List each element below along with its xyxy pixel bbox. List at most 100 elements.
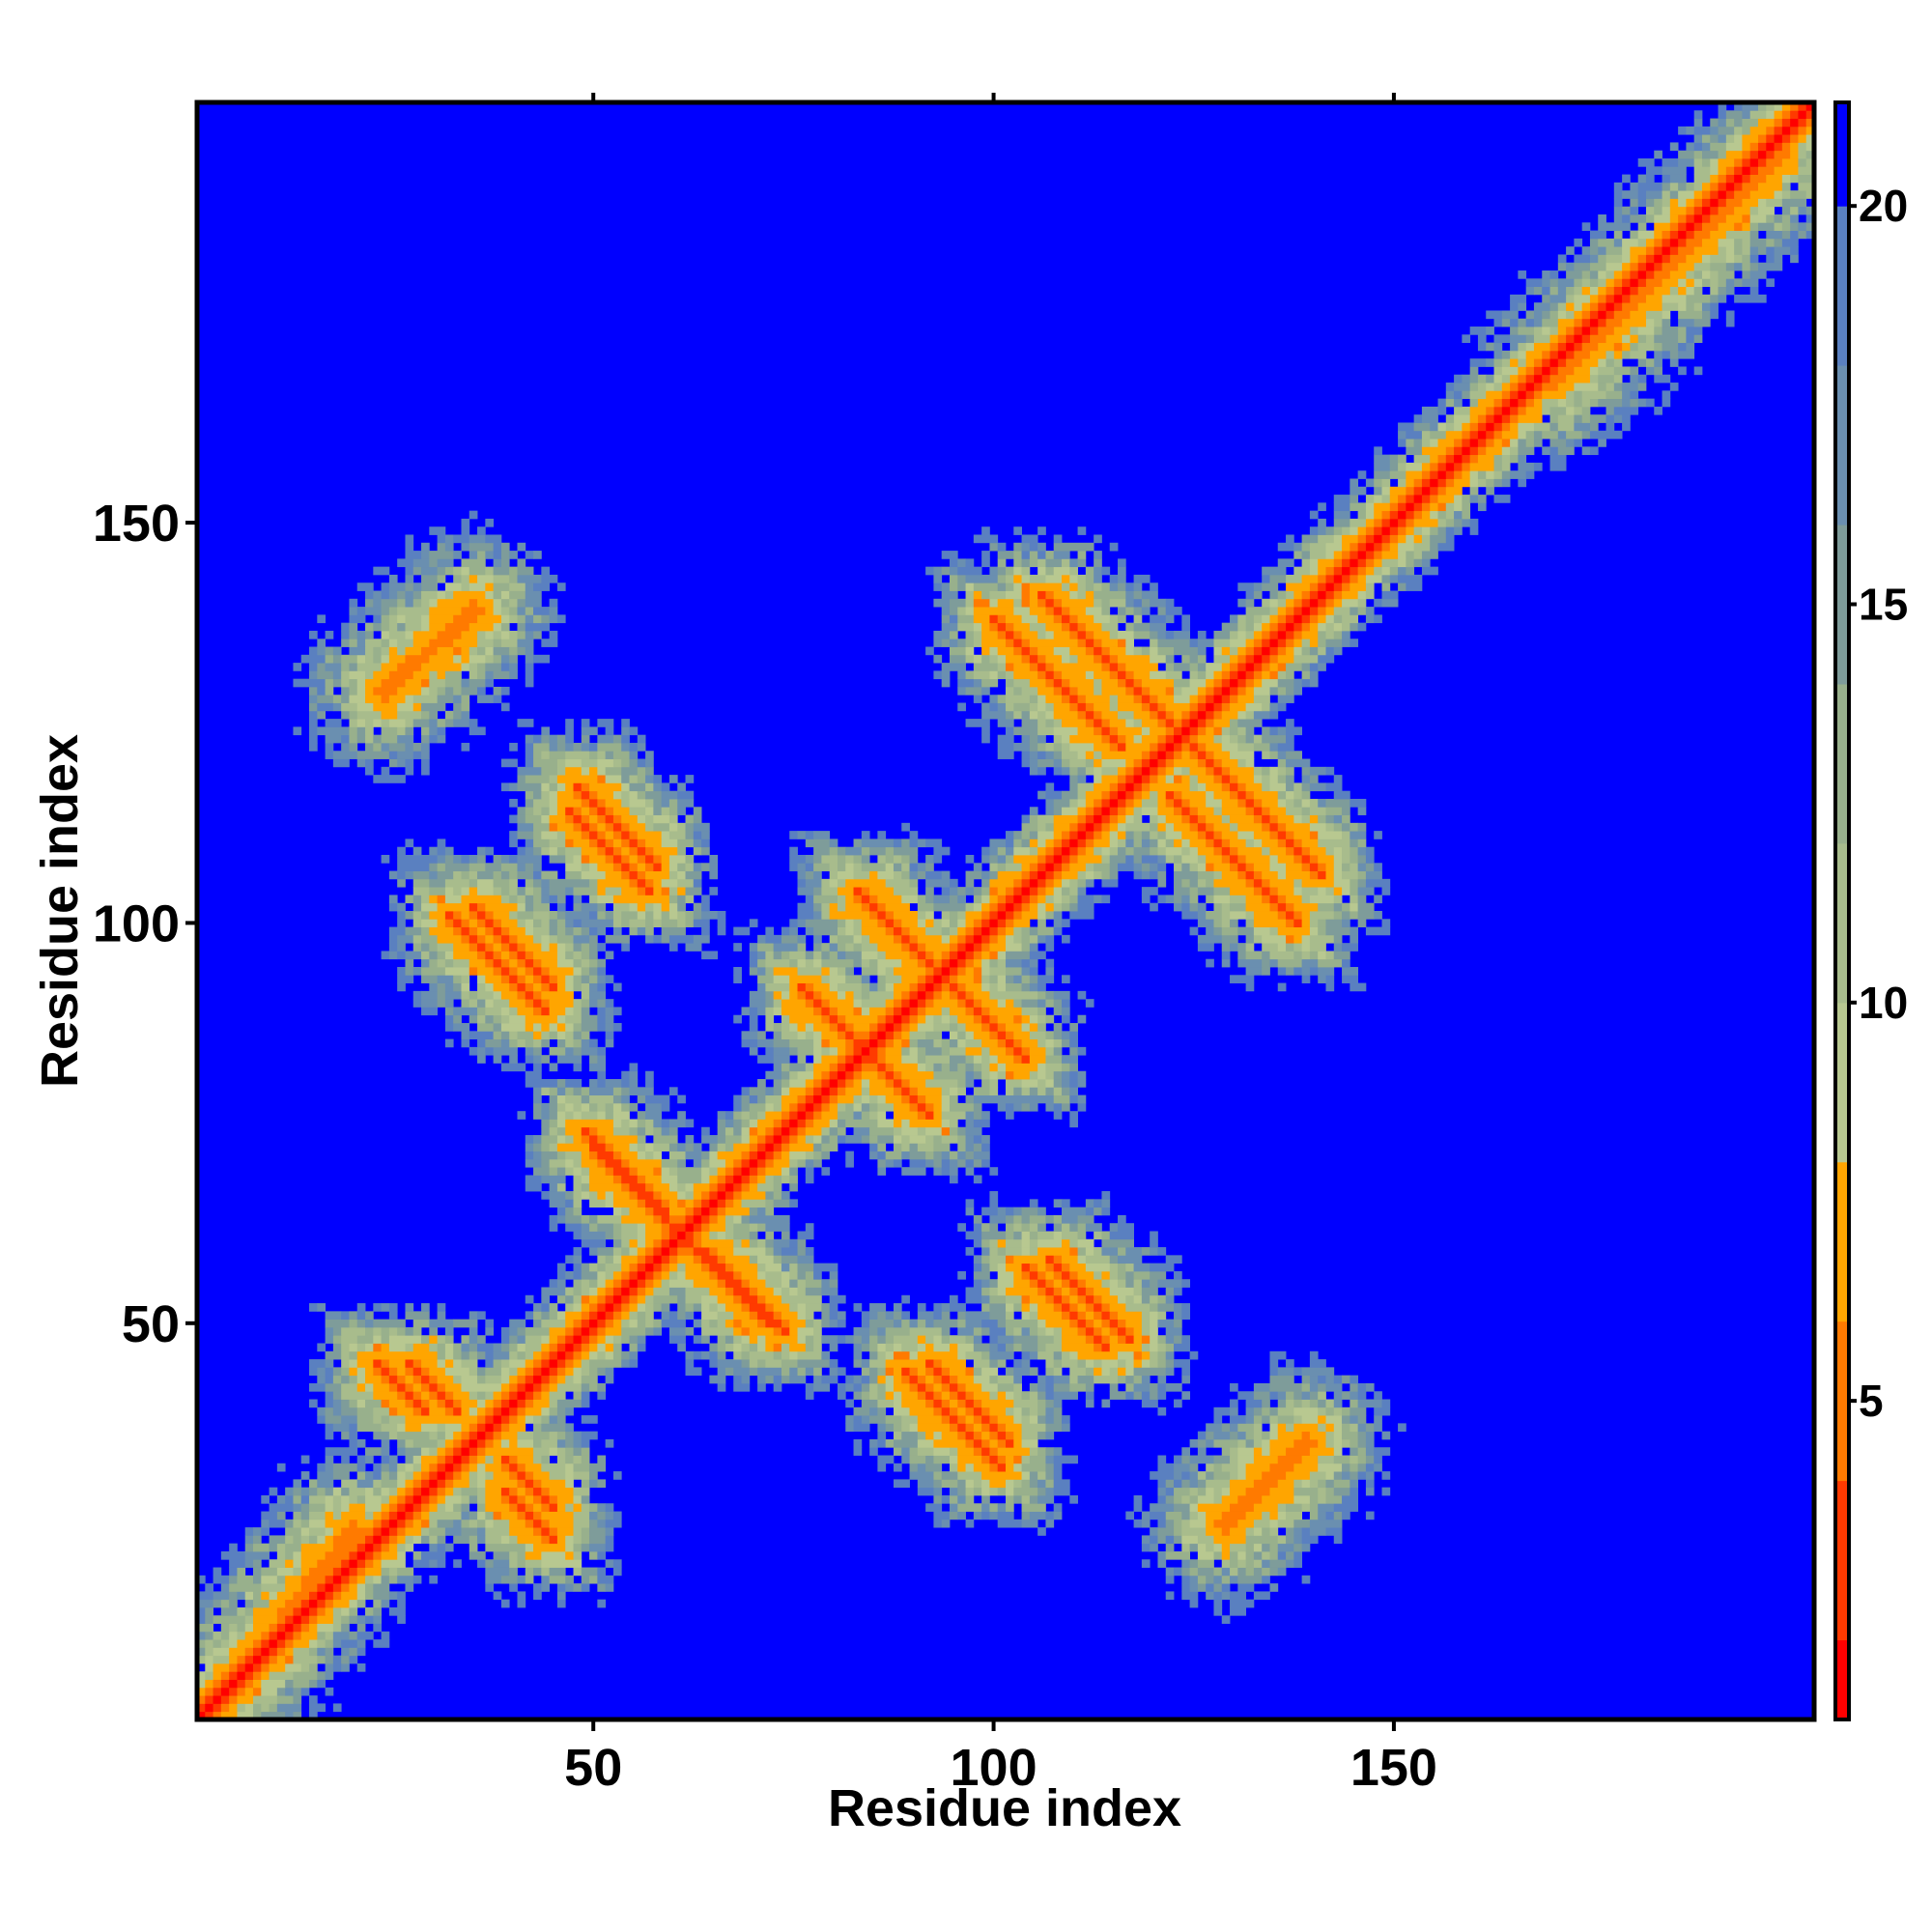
heatmap-cell bbox=[885, 1094, 902, 1104]
heatmap-cell bbox=[597, 1382, 607, 1392]
heatmap-cell bbox=[765, 1343, 775, 1352]
heatmap-cell bbox=[1133, 1359, 1143, 1368]
heatmap-cell bbox=[949, 1447, 958, 1456]
heatmap-cell bbox=[885, 1359, 926, 1368]
heatmap-cell bbox=[612, 1207, 622, 1216]
heatmap-cell bbox=[1053, 1415, 1063, 1424]
heatmap-cell bbox=[661, 1270, 670, 1280]
heatmap-cell bbox=[500, 1575, 518, 1584]
heatmap-cell bbox=[781, 1263, 790, 1272]
heatmap-cell bbox=[893, 1406, 910, 1416]
heatmap-cell bbox=[877, 1463, 887, 1472]
heatmap-cell bbox=[733, 1126, 742, 1136]
heatmap-cell bbox=[541, 1055, 551, 1064]
heatmap-cell bbox=[1069, 1294, 1078, 1304]
heatmap-cell bbox=[493, 926, 502, 936]
heatmap-cell bbox=[941, 1406, 951, 1416]
heatmap-cell bbox=[829, 863, 838, 871]
heatmap-cell bbox=[1006, 887, 1014, 895]
heatmap-cell bbox=[332, 1583, 342, 1592]
heatmap-cell bbox=[556, 902, 566, 912]
heatmap-cell bbox=[781, 1063, 790, 1072]
heatmap-cell bbox=[829, 1119, 838, 1128]
heatmap-cell bbox=[309, 1359, 326, 1368]
heatmap-cell bbox=[605, 1102, 614, 1112]
heatmap-cell bbox=[805, 926, 814, 936]
heatmap-cell bbox=[741, 1158, 751, 1168]
heatmap-cell bbox=[493, 1031, 502, 1039]
heatmap-cell bbox=[597, 878, 630, 888]
heatmap-cell bbox=[621, 1182, 630, 1192]
heatmap-cell bbox=[1245, 878, 1255, 888]
heatmap-cell bbox=[781, 1270, 790, 1280]
heatmap-cell bbox=[1262, 878, 1270, 888]
heatmap-cell bbox=[1277, 870, 1287, 880]
heatmap-cell bbox=[925, 1007, 943, 1016]
heatmap-cell bbox=[829, 1063, 838, 1072]
heatmap-cell bbox=[781, 1119, 790, 1128]
heatmap-cell bbox=[244, 1703, 254, 1713]
heatmap-cell bbox=[845, 926, 854, 936]
heatmap-cell bbox=[397, 967, 406, 976]
heatmap-cell bbox=[933, 1023, 951, 1032]
heatmap-cell bbox=[893, 1343, 902, 1352]
heatmap-cell bbox=[469, 926, 478, 936]
heatmap-cell bbox=[1277, 967, 1287, 976]
heatmap-cell bbox=[1301, 1431, 1311, 1440]
heatmap-cell bbox=[1037, 1023, 1046, 1032]
heatmap-cell bbox=[1006, 1079, 1022, 1088]
heatmap-cell bbox=[397, 1479, 406, 1489]
heatmap-cell bbox=[1318, 1455, 1335, 1464]
heatmap-cell bbox=[597, 1599, 607, 1608]
heatmap-cell bbox=[1069, 911, 1094, 920]
heatmap-cell bbox=[989, 895, 999, 904]
heatmap-cell bbox=[853, 926, 863, 936]
heatmap-cell bbox=[925, 1463, 943, 1472]
heatmap-cell bbox=[1101, 1326, 1111, 1336]
heatmap-cell bbox=[197, 1647, 206, 1657]
heatmap-cell bbox=[1342, 902, 1350, 912]
heatmap-cell bbox=[1053, 1455, 1078, 1464]
heatmap-cell bbox=[1333, 911, 1343, 920]
heatmap-cell bbox=[637, 1151, 646, 1160]
heatmap-cell bbox=[397, 1438, 406, 1448]
heatmap-cell bbox=[1174, 1303, 1182, 1312]
heatmap-cell bbox=[685, 1326, 695, 1336]
heatmap-cell bbox=[397, 1423, 406, 1433]
heatmap-cell bbox=[1109, 1319, 1119, 1328]
heatmap-cell bbox=[444, 1543, 454, 1552]
heatmap-cell bbox=[885, 1311, 895, 1321]
heatmap-cell bbox=[421, 1535, 430, 1545]
heatmap-cell bbox=[500, 1359, 510, 1368]
heatmap-cell bbox=[517, 1511, 526, 1520]
heatmap-cell bbox=[837, 1311, 846, 1321]
heatmap-cell bbox=[925, 1063, 934, 1072]
heatmap-cell bbox=[933, 1111, 943, 1120]
heatmap-cell bbox=[1109, 1231, 1134, 1240]
heatmap-cell bbox=[485, 1543, 526, 1552]
heatmap-cell bbox=[453, 1375, 462, 1384]
heatmap-cell bbox=[1245, 982, 1255, 992]
heatmap-cell bbox=[813, 1111, 822, 1120]
heatmap-cell bbox=[1253, 1431, 1263, 1440]
heatmap-cell bbox=[437, 1535, 446, 1545]
heatmap-cell bbox=[1157, 1391, 1167, 1400]
heatmap-cell bbox=[957, 990, 966, 1000]
heatmap-cell bbox=[525, 1463, 542, 1472]
heatmap-cell bbox=[757, 934, 766, 944]
heatmap-cell bbox=[549, 1447, 558, 1456]
heatmap-cell bbox=[1230, 911, 1247, 920]
heatmap-cell bbox=[509, 1335, 518, 1344]
heatmap-cell bbox=[885, 999, 895, 1008]
heatmap-cell bbox=[412, 902, 422, 912]
heatmap-cell bbox=[253, 1679, 262, 1689]
heatmap-cell bbox=[253, 1567, 262, 1577]
heatmap-cell bbox=[845, 1031, 854, 1039]
heatmap-cell bbox=[388, 1343, 406, 1352]
heatmap-cell bbox=[525, 1079, 558, 1088]
heatmap-cell bbox=[444, 1527, 462, 1536]
heatmap-cell bbox=[989, 1263, 999, 1272]
heatmap-cell bbox=[789, 1038, 814, 1048]
heatmap-cell bbox=[453, 1431, 462, 1440]
heatmap-cell bbox=[197, 1687, 206, 1696]
